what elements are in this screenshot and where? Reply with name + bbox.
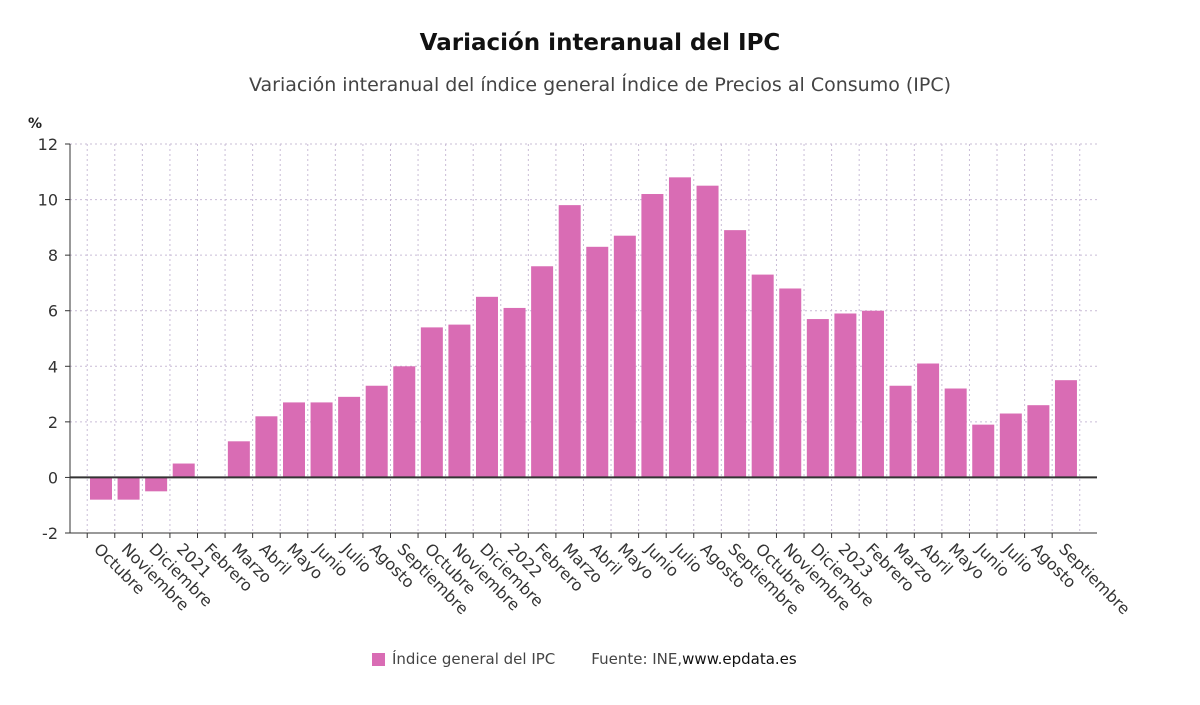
bar: [641, 194, 664, 478]
bar: [117, 477, 140, 500]
bar: [917, 363, 940, 478]
bar: [503, 307, 526, 478]
source-link[interactable]: www.epdata.es: [682, 650, 797, 668]
bar: [889, 385, 912, 478]
y-tick-label: 12: [38, 135, 58, 154]
bar: [834, 313, 857, 478]
bar: [696, 185, 719, 478]
chart-subtitle: Variación interanual del índice general …: [248, 74, 952, 96]
bar: [475, 296, 498, 478]
bar: [1054, 380, 1077, 478]
bar: [751, 274, 774, 478]
y-tick-label: 4: [48, 357, 58, 376]
legend-label: Índice general del IPC: [392, 650, 556, 668]
bar: [668, 177, 691, 478]
bar: [613, 235, 636, 478]
chart-title: Variación interanual del IPC: [419, 30, 781, 56]
y-tick-label: 0: [48, 468, 58, 487]
y-tick-label: 8: [48, 246, 58, 265]
y-tick-label: 10: [38, 191, 58, 210]
y-axis-label: %: [28, 116, 42, 132]
bar: [365, 385, 388, 478]
legend-swatch: [372, 652, 385, 666]
bar: [420, 327, 443, 478]
bar: [806, 319, 829, 478]
y-tick-label: 2: [48, 413, 58, 432]
bar: [310, 402, 333, 478]
bar: [531, 266, 554, 478]
bar: [1027, 405, 1050, 478]
bar: [558, 205, 581, 478]
bar: [944, 388, 967, 478]
bar: [393, 366, 416, 478]
bar: [861, 310, 884, 478]
source-text: Fuente: INE,: [591, 650, 683, 668]
bar: [338, 396, 361, 478]
bar: [586, 246, 609, 478]
bar: [145, 477, 168, 492]
bar: [90, 477, 112, 500]
bar: [255, 416, 278, 478]
bar: [282, 402, 305, 478]
bar: [999, 413, 1022, 478]
bar: [227, 441, 250, 478]
legend: Índice general del IPC Fuente: INE, www.…: [372, 650, 797, 668]
bar: [972, 424, 995, 478]
y-tick-label: 6: [48, 302, 58, 321]
y-tick-label: -2: [42, 524, 58, 543]
bar: [724, 230, 747, 478]
bar: [448, 324, 471, 478]
bar: [779, 288, 802, 478]
bar: [172, 463, 195, 478]
